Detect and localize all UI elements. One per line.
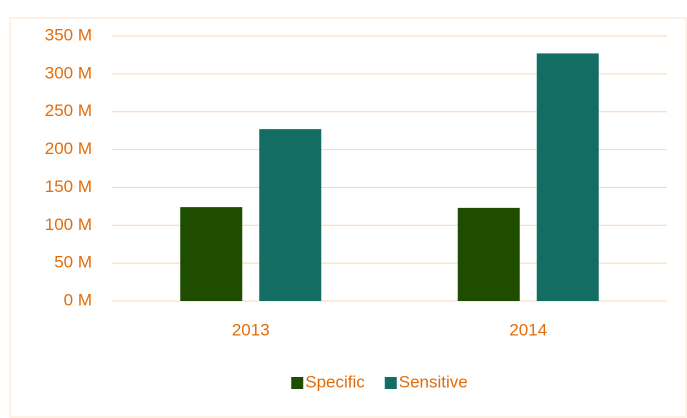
legend-label: Specific [305,372,365,391]
y-tick-label: 150 M [45,177,92,196]
legend-item: Specific [291,372,365,391]
bar [536,53,599,301]
legend-label: Sensitive [399,372,468,391]
y-tick-label: 50 M [54,253,92,272]
y-tick-label: 200 M [45,139,92,158]
y-tick-label: 300 M [45,63,92,82]
y-tick-label: 0 M [64,290,92,309]
y-tick-label: 350 M [45,25,92,44]
bar [457,207,520,301]
x-tick-label: 2013 [232,320,270,339]
legend-swatch [384,377,397,389]
legend-swatch [291,377,304,389]
x-tick-label: 2014 [509,320,547,339]
legend-item: Sensitive [384,372,468,391]
bar [180,207,243,301]
y-tick-label: 250 M [45,101,92,120]
bar [259,129,322,301]
y-tick-label: 100 M [45,215,92,234]
